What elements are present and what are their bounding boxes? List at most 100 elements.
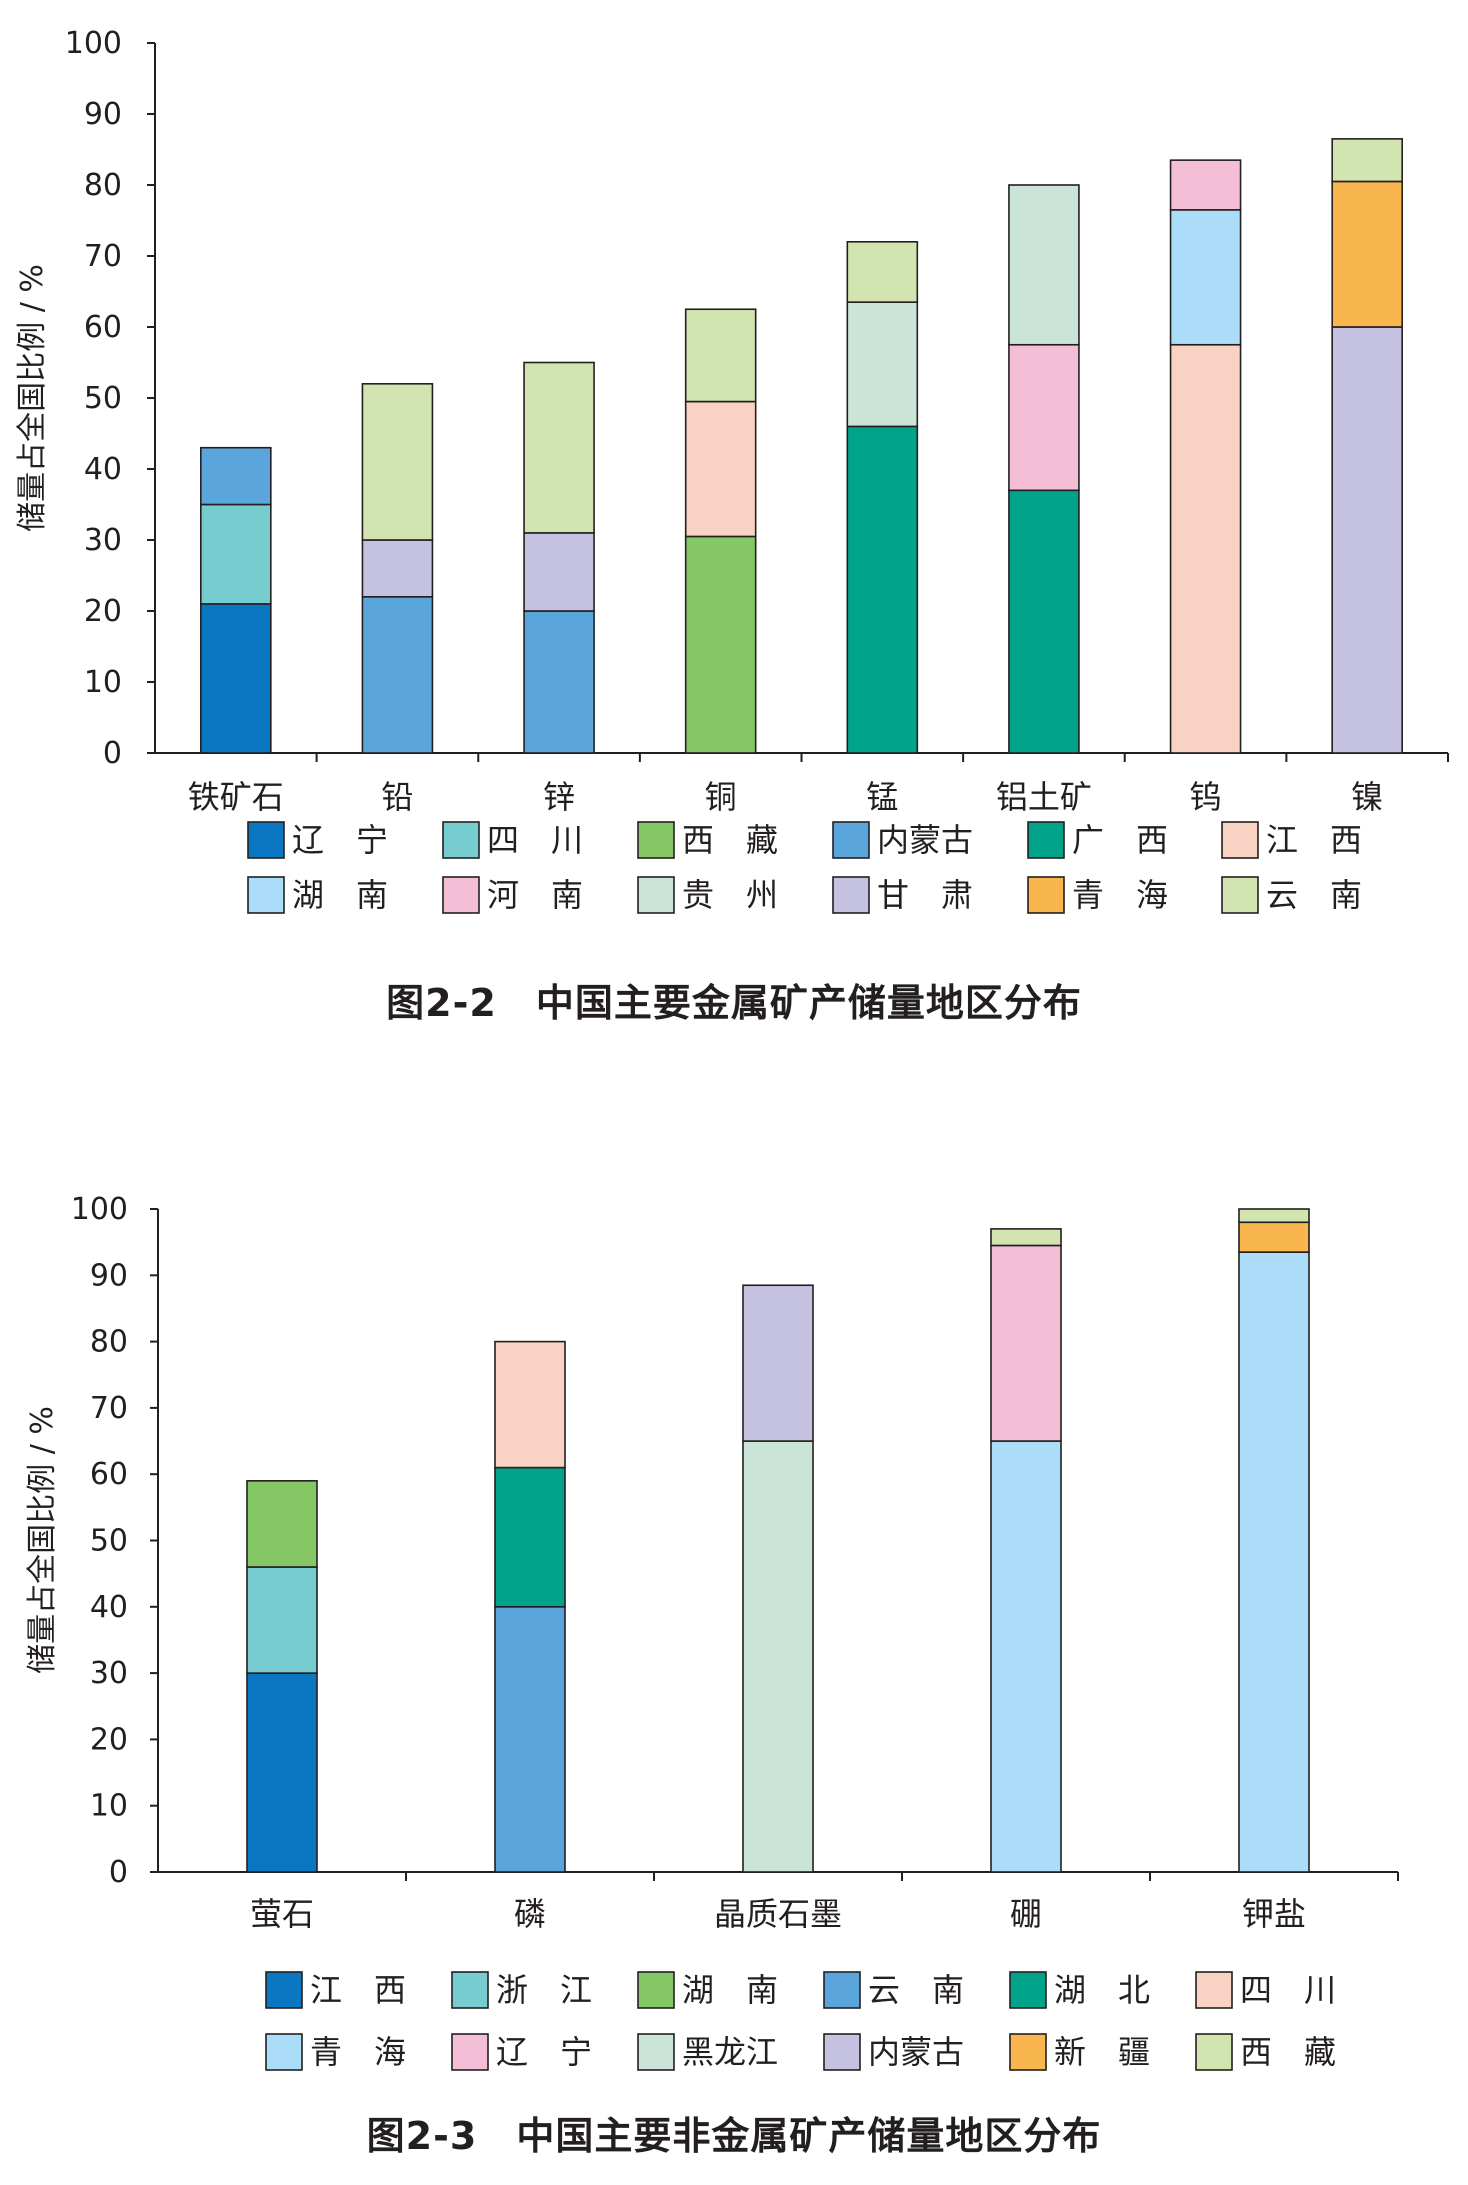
x-tick-label: 铁矿石: [188, 778, 284, 816]
y-tick-label: 70: [90, 1391, 128, 1426]
legend-swatch: [832, 821, 870, 859]
x-tick-label: 钨: [1190, 778, 1222, 816]
legend-label: 湖 南: [292, 876, 388, 914]
legend-swatch: [637, 821, 675, 859]
legend-label: 西 藏: [1240, 2033, 1336, 2071]
legend-swatch: [442, 821, 480, 859]
legend-swatch: [637, 1971, 675, 2009]
legend-swatch: [265, 1971, 303, 2009]
legend-swatch: [247, 876, 285, 914]
y-tick-label: 0: [109, 1855, 128, 1890]
bar-segment: [1169, 209, 1242, 346]
y-tick-label: 40: [90, 1590, 128, 1625]
legend-label: 云 南: [868, 1971, 964, 2009]
y-tick-label: 100: [65, 26, 122, 61]
bar-segment: [990, 1244, 1062, 1442]
y-tick-label: 20: [84, 594, 122, 629]
bar-segment: [1008, 184, 1080, 346]
bar-segment: [246, 1672, 318, 1873]
legend-swatch: [442, 876, 480, 914]
y-tick-label: 90: [90, 1258, 128, 1293]
x-tick-label: 铜: [705, 778, 737, 816]
legend-swatch: [1009, 2033, 1047, 2071]
x-tick-label: 钾盐: [1242, 1895, 1306, 1933]
legend-label: 湖 北: [1054, 1971, 1150, 2009]
legend-label: 辽 宁: [496, 2033, 592, 2071]
bar-segment: [1238, 1251, 1310, 1873]
legend-swatch: [1221, 821, 1259, 859]
bar-segment: [494, 1606, 566, 1873]
bar-segment: [1238, 1221, 1310, 1253]
legend-label: 广 西: [1072, 821, 1168, 859]
legend-label: 贵 州: [682, 876, 778, 914]
bar-segment: [742, 1440, 814, 1873]
legend-label: 四 川: [1240, 1971, 1336, 2009]
bar-segment: [523, 532, 595, 612]
legend-label: 湖 南: [682, 1971, 778, 2009]
legend-label: 甘 肃: [877, 876, 973, 914]
y-tick-label: 0: [103, 736, 122, 771]
bar-segment: [1331, 326, 1403, 754]
y-tick-label: 80: [84, 168, 122, 203]
bar-segment: [200, 503, 272, 605]
legend-label: 浙 江: [496, 1971, 592, 2009]
y-axis-title: 储量占全国比例 / %: [25, 1406, 60, 1674]
y-tick-label: 20: [90, 1722, 128, 1757]
legend-label: 河 南: [487, 876, 583, 914]
bar-segment: [200, 446, 272, 506]
bar-segment: [990, 1228, 1062, 1247]
bar-segment: [684, 535, 757, 754]
legend-swatch: [265, 2033, 303, 2071]
x-tick-label: 硼: [1010, 1895, 1042, 1933]
bar-segment: [1008, 343, 1080, 492]
chart-caption-metal: 图2-2 中国主要金属矿产储量地区分布: [386, 981, 1082, 1025]
y-axis-title: 储量占全国比例 / %: [15, 264, 50, 532]
bar-segment: [200, 603, 272, 754]
bar-segment: [1331, 180, 1403, 328]
bar-segment: [684, 400, 757, 538]
y-tick-label: 80: [90, 1325, 128, 1360]
x-tick-label: 镍: [1351, 778, 1383, 816]
y-tick-label: 60: [84, 310, 122, 345]
x-tick-label: 锌: [543, 778, 575, 816]
y-tick-label: 30: [90, 1656, 128, 1691]
legend-label: 新 疆: [1054, 2033, 1150, 2071]
legend-label: 西 藏: [682, 821, 778, 859]
legend-swatch: [637, 876, 675, 914]
bar-segment: [990, 1440, 1062, 1873]
x-tick-label: 晶质石墨: [714, 1895, 842, 1933]
y-tick-label: 60: [90, 1457, 128, 1492]
y-tick-label: 10: [84, 665, 122, 700]
x-tick-label: 萤石: [250, 1895, 314, 1933]
legend-label: 内蒙古: [868, 2033, 964, 2071]
bar-segment: [494, 1466, 566, 1608]
y-tick-label: 10: [90, 1789, 128, 1824]
bar-segment: [523, 610, 595, 754]
legend-swatch: [832, 876, 870, 914]
bar-segment: [742, 1284, 814, 1442]
bar-segment: [523, 361, 595, 534]
bar-segment: [846, 241, 919, 303]
bar-segment: [494, 1340, 566, 1469]
legend-label: 青 海: [1072, 876, 1168, 914]
y-tick-label: 40: [84, 452, 122, 487]
legend-swatch: [1027, 876, 1065, 914]
legend-label: 云 南: [1266, 876, 1362, 914]
y-tick-label: 50: [90, 1524, 128, 1559]
x-tick-label: 磷: [514, 1895, 546, 1933]
bar-segment: [684, 308, 757, 403]
chart-caption-nonmetal: 图2-3 中国主要非金属矿产储量地区分布: [366, 2114, 1102, 2158]
legend-swatch: [823, 1971, 861, 2009]
legend-label: 四 川: [487, 821, 583, 859]
bar-segment: [1169, 159, 1242, 211]
legend-swatch: [247, 821, 285, 859]
legend-label: 内蒙古: [877, 821, 973, 859]
legend-label: 江 西: [1266, 821, 1362, 859]
legend-label: 黑龙江: [682, 2033, 778, 2071]
bar-segment: [1008, 489, 1080, 754]
bar-segment: [1331, 138, 1403, 183]
bar-segment: [846, 425, 919, 754]
bar-segment: [846, 301, 919, 428]
legend-label: 江 西: [310, 1971, 406, 2009]
